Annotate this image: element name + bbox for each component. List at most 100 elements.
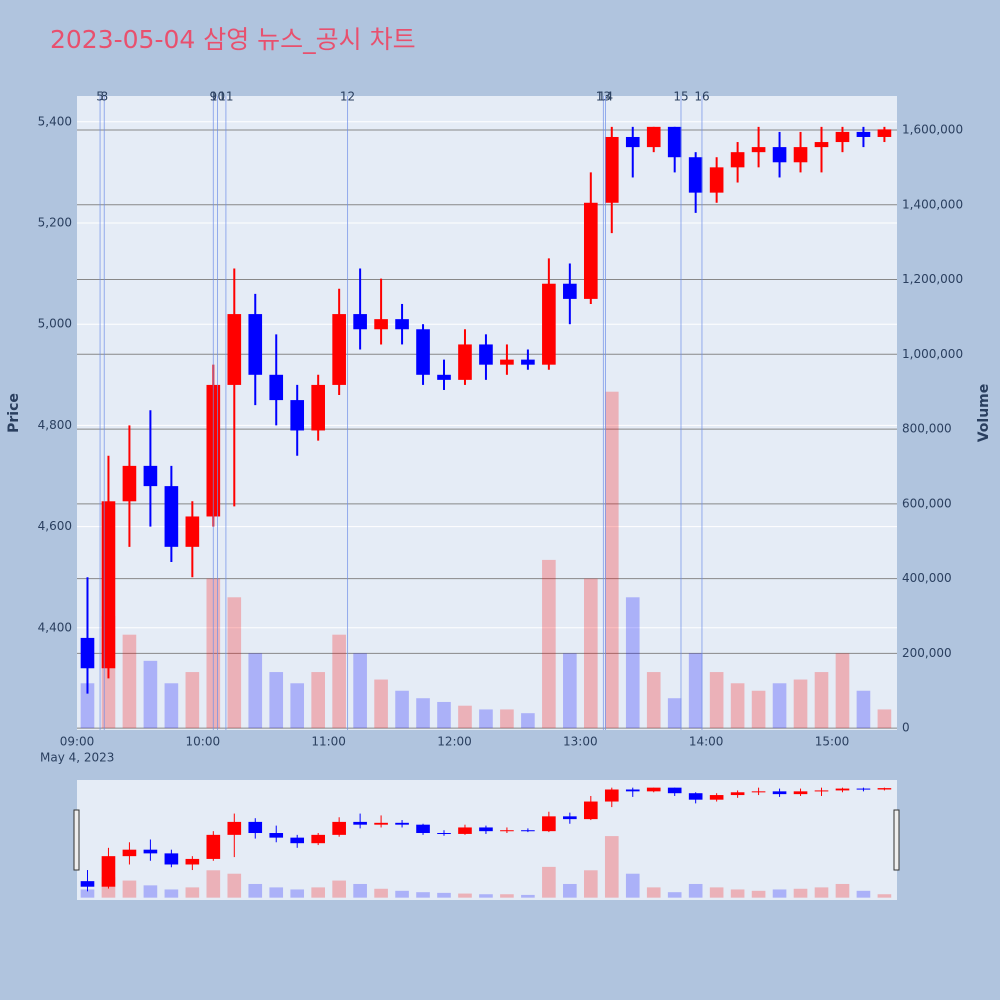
candle-body [353, 314, 367, 330]
slider-volume-bar [877, 894, 892, 898]
slider-candle-body [542, 816, 556, 832]
volume-bar [311, 672, 325, 729]
candle-body [101, 501, 116, 669]
news-label: 15 [673, 90, 688, 104]
y2-tick-label: 800,000 [902, 422, 952, 436]
candle-body [646, 126, 661, 148]
candle-body [311, 384, 325, 431]
slider-candle-body [80, 881, 95, 887]
slider-candle-body [521, 830, 535, 832]
volume-bar [730, 683, 745, 729]
volume-bar [290, 683, 305, 729]
slider-candle-body [353, 821, 367, 825]
slider-volume-bar [395, 890, 409, 898]
slider-volume-bar [416, 892, 430, 898]
volume-bar [563, 653, 577, 729]
y2-tick-label: 1,000,000 [902, 347, 963, 361]
candle-body [709, 167, 724, 193]
news-label: 11 [218, 90, 233, 104]
candle-body [793, 147, 808, 163]
slider-candle-body [206, 834, 221, 859]
volume-bar [500, 709, 514, 729]
candle-body [604, 136, 619, 203]
slider-candle-body [772, 791, 787, 795]
candle-body [521, 359, 535, 365]
slider-volume-bar [164, 889, 179, 898]
y2-tick-label: 1,200,000 [902, 272, 963, 286]
volume-bar [122, 634, 137, 729]
slider-volume-bar [185, 887, 200, 898]
slider-candle-body [856, 788, 871, 790]
volume-bar [164, 683, 179, 729]
y2-tick-label: 1,600,000 [902, 123, 963, 137]
volume-bar [269, 672, 284, 729]
news-label: 13 [596, 90, 611, 104]
volume-bar [751, 690, 766, 729]
volume-bar [227, 597, 242, 729]
slider-volume-bar [751, 890, 766, 898]
slider-candle-body [751, 791, 766, 793]
candle-body [458, 344, 472, 380]
candle-body [122, 465, 137, 502]
slider-candle-body [625, 789, 640, 792]
y-tick-label: 4,400 [38, 620, 72, 634]
candle-body [416, 329, 430, 375]
y2-tick-label: 400,000 [902, 571, 952, 585]
candle-body [877, 129, 892, 137]
slider-volume-bar [793, 888, 808, 898]
candle-body [667, 126, 682, 158]
x-tick-label: 11:00 [311, 735, 346, 749]
slider-volume-bar [458, 893, 472, 898]
slider-volume-bar [856, 890, 871, 898]
slider-volume-bar [563, 883, 577, 898]
slider-volume-bar [667, 892, 682, 898]
candle-body [583, 202, 598, 299]
volume-bar [479, 709, 493, 729]
chart-title: 2023-05-04 삼영 뉴스_공시 차트 [50, 25, 416, 54]
candle-body [395, 319, 409, 330]
y2-tick-label: 600,000 [902, 496, 952, 510]
y-tick-label: 4,800 [38, 418, 72, 432]
candle-body [437, 374, 451, 380]
x-tick-label: 15:00 [815, 735, 850, 749]
volume-bar [709, 672, 724, 729]
y2-tick-label: 0 [902, 721, 910, 735]
candle-body [835, 131, 850, 143]
volume-bar [877, 709, 892, 729]
slider-volume-bar [80, 889, 95, 898]
slider-volume-bar [814, 887, 829, 898]
candle-body [563, 283, 577, 299]
slider-candle-body [604, 789, 619, 802]
news-label: 5 [96, 90, 104, 104]
slider-candle-body [332, 821, 346, 835]
candle-body [751, 147, 766, 153]
slider-volume-bar [143, 885, 158, 898]
volume-bar [814, 672, 829, 729]
y2-tick-label: 1,400,000 [902, 197, 963, 211]
slider-volume-bar [835, 883, 850, 898]
slider-volume-bar [709, 887, 724, 898]
y2-tick-label: 200,000 [902, 646, 952, 660]
range-slider[interactable] [77, 780, 897, 900]
slider-candle-body [101, 856, 116, 887]
slider-handle[interactable] [893, 809, 900, 871]
candle-body [80, 637, 95, 669]
slider-candle-body [667, 787, 682, 794]
candle-body [227, 314, 242, 385]
slider-handle[interactable] [73, 809, 80, 871]
volume-bar [374, 679, 388, 729]
news-label: 9 [209, 90, 217, 104]
volume-bar [521, 713, 535, 729]
volume-bar [604, 391, 619, 729]
candle-body [185, 516, 200, 547]
candle-body [164, 486, 179, 547]
volume-bar [688, 653, 703, 729]
slider-candle-body [311, 834, 325, 844]
slider-candle-body [688, 793, 703, 800]
slider-candle-body [437, 833, 451, 835]
slider-candle-body [793, 791, 808, 795]
slider-candle-body [122, 849, 137, 857]
candle-body [332, 314, 346, 385]
news-label: 14 [598, 90, 613, 104]
volume-bar [856, 690, 871, 729]
